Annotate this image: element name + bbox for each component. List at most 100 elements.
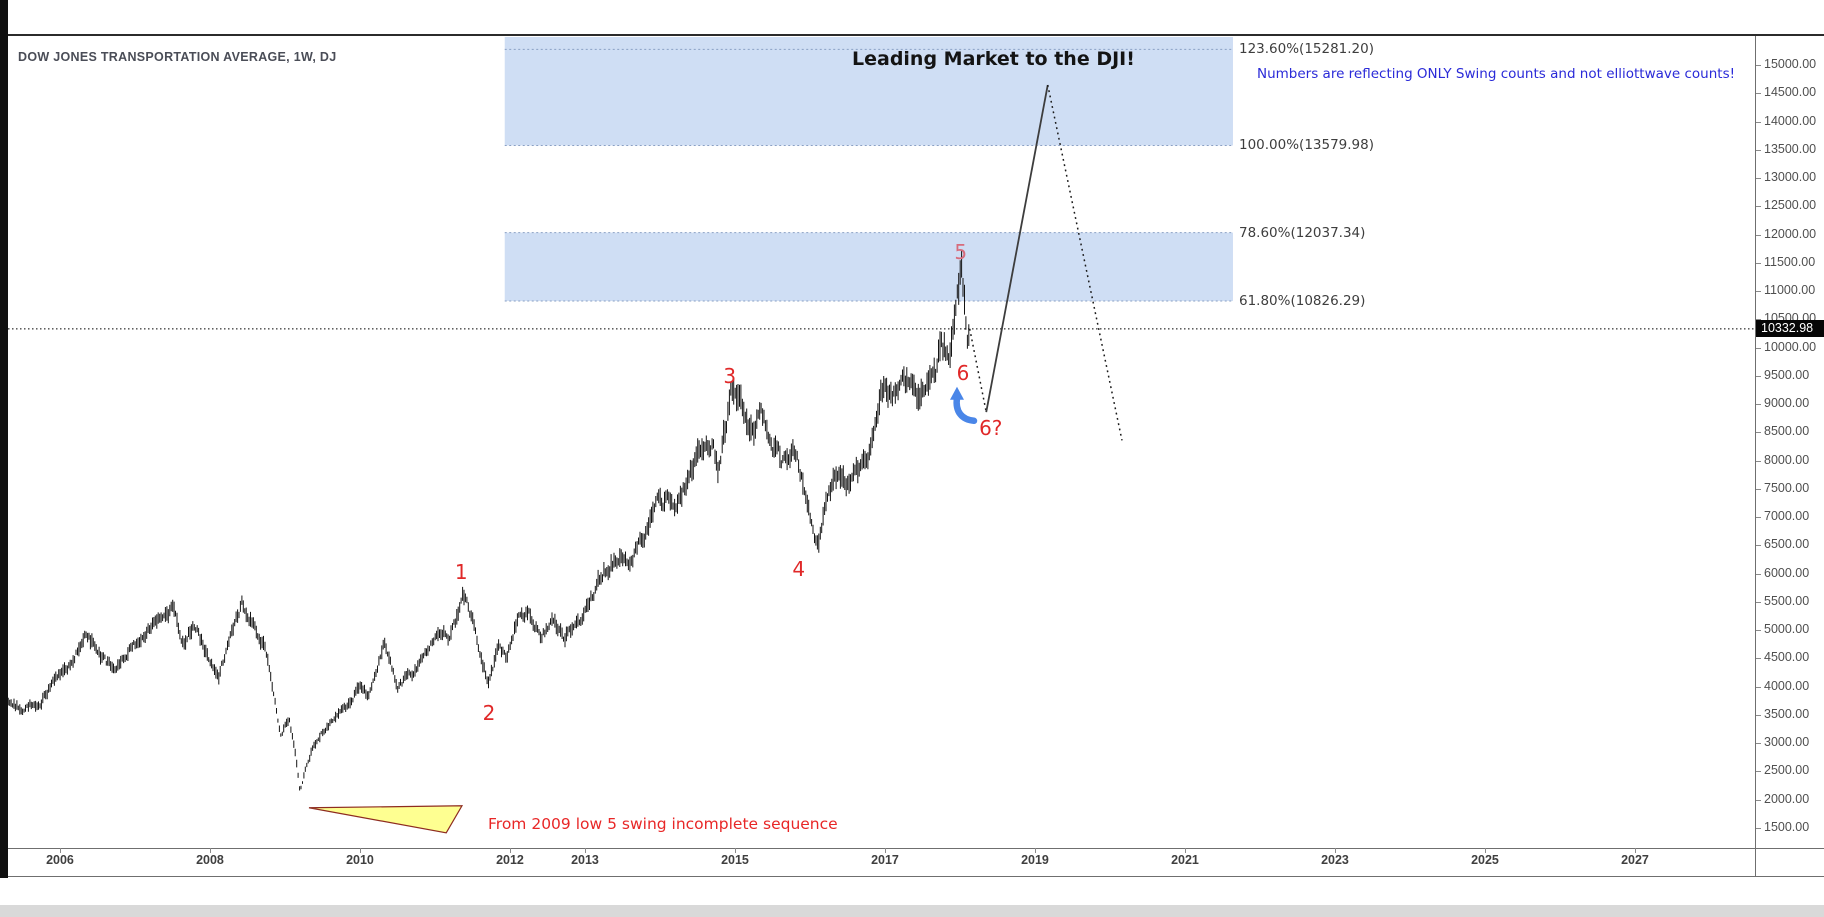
swing-count-label-5: 5 [954,239,968,264]
price-tick-mark [1756,404,1761,406]
price-tick-mark [1756,658,1761,660]
price-tick-label: 8500.00 [1764,424,1810,439]
price-tick-mark [1756,206,1761,208]
time-tick-mark [509,848,511,853]
price-tick-label: 5000.00 [1764,622,1810,637]
price-tick-label: 9500.00 [1764,367,1810,382]
time-axis-top-border [8,848,1824,849]
price-tick-mark [1756,601,1761,603]
time-tick-mark [1484,848,1486,853]
projection-solid-line [985,84,1049,413]
price-tick-mark [1756,743,1761,745]
time-tick-label: 2025 [1471,853,1499,867]
time-tick-label: 2027 [1621,853,1649,867]
time-tick-label: 2023 [1321,853,1349,867]
footer-strip [0,905,1824,917]
price-tick-label: 11500.00 [1764,254,1816,269]
price-tick-mark [1756,799,1761,801]
fib-level-label: 78.60%(12037.34) [1238,224,1366,241]
price-tick-label: 7000.00 [1764,509,1810,524]
price-tick-mark [1756,319,1761,321]
price-tick-mark [1756,488,1761,490]
price-tick-mark [1756,149,1761,151]
price-tick-label: 3000.00 [1764,735,1810,750]
price-tick-label: 12000.00 [1764,226,1817,241]
fib-zone [504,37,1233,146]
swing-count-label-6: 6 [956,360,970,385]
time-tick-mark [359,848,361,853]
price-tick-label: 9000.00 [1764,396,1810,411]
time-tick-mark [1184,848,1186,853]
time-tick-label: 2015 [721,853,749,867]
price-tick-label: 1500.00 [1764,819,1810,834]
symbol-legend[interactable]: DOW JONES TRANSPORTATION AVERAGE, 1W, DJ [18,50,337,64]
price-tick-label: 4000.00 [1764,678,1810,693]
time-axis-bottom-border [8,876,1824,877]
window-left-edge [0,0,8,878]
price-tick-label: 14000.00 [1764,113,1817,128]
price-tick-label: 8000.00 [1764,452,1810,467]
price-tick-mark [1756,630,1761,632]
price-tick-mark [1756,65,1761,67]
chart-top-border [8,34,1824,36]
weekly-price-bars [7,250,970,791]
last-price-badge: 10332.98 [1756,320,1824,338]
price-tick-mark [1756,234,1761,236]
time-tick-mark [59,848,61,853]
price-axis-border [1755,36,1756,877]
price-tick-mark [1756,93,1761,95]
price-tick-mark [1756,460,1761,462]
price-tick-label: 6500.00 [1764,537,1810,552]
time-tick-mark [209,848,211,853]
time-tick-label: 2019 [1021,853,1049,867]
fib-level-label: 100.00%(13579.98) [1238,137,1374,154]
price-tick-mark [1756,686,1761,688]
price-tick-mark [1756,714,1761,716]
price-tick-mark [1756,545,1761,547]
swing-count-note: Numbers are reflecting ONLY Swing counts… [1257,66,1736,82]
blue-up-arrow-head [949,386,964,400]
blue-up-arrow [953,394,978,425]
price-tick-mark [1756,347,1761,349]
price-tick-label: 11000.00 [1764,283,1816,298]
price-tick-mark [1756,178,1761,180]
projection-dotted-line [969,328,987,413]
time-tick-mark [584,848,586,853]
projection-dotted-line [1047,84,1123,441]
time-tick-mark [1034,848,1036,853]
price-tick-label: 2000.00 [1764,791,1810,806]
fib-zone [504,232,1233,302]
fib-level-label: 123.60%(15281.20) [1238,41,1374,58]
price-tick-mark [1756,573,1761,575]
time-tick-label: 2010 [346,853,374,867]
price-tick-label: 12500.00 [1764,198,1817,213]
price-tick-mark [1756,827,1761,829]
swing-count-label-6q: 6? [979,415,1003,440]
time-tick-label: 2012 [496,853,524,867]
swing-count-label-4: 4 [792,556,806,581]
price-tick-mark [1756,375,1761,377]
price-tick-label: 13000.00 [1764,170,1817,185]
price-tick-label: 13500.00 [1764,141,1817,156]
fib-level-label: 61.80%(10826.29) [1238,293,1366,310]
time-tick-mark [734,848,736,853]
price-tick-mark [1756,771,1761,773]
price-tick-mark [1756,262,1761,264]
price-tick-mark [1756,517,1761,519]
price-tick-label: 10000.00 [1764,339,1817,354]
price-tick-label: 14500.00 [1764,85,1817,100]
price-tick-label: 3500.00 [1764,706,1810,721]
swing-count-label-1: 1 [454,559,468,584]
time-tick-mark [1334,848,1336,853]
time-tick-label: 2008 [196,853,224,867]
time-tick-mark [884,848,886,853]
time-tick-label: 2017 [871,853,899,867]
price-tick-mark [1756,121,1761,123]
time-tick-label: 2021 [1171,853,1199,867]
swing-count-label-2: 2 [482,700,496,725]
price-tick-label: 2500.00 [1764,763,1810,778]
price-tick-mark [1756,291,1761,293]
sequence-note: From 2009 low 5 swing incomplete sequenc… [488,815,838,833]
